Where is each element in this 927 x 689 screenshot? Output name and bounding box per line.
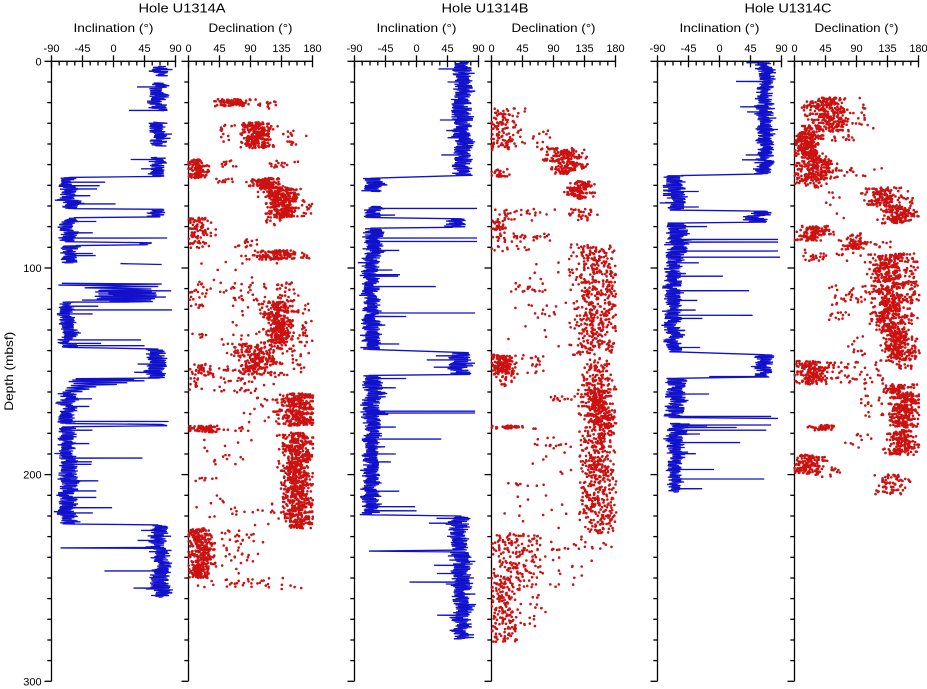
svg-text:0: 0 [791,43,797,55]
svg-text:135: 135 [878,43,896,55]
svg-text:45: 45 [516,43,528,55]
svg-text:180: 180 [606,43,624,55]
svg-text:0: 0 [185,43,191,55]
svg-text:0: 0 [716,43,722,55]
svg-text:0: 0 [35,56,41,68]
svg-text:45: 45 [138,43,150,55]
svg-text:0: 0 [488,43,494,55]
svg-text:90: 90 [169,43,181,55]
svg-text:90: 90 [547,43,559,55]
svg-text:-90: -90 [650,43,666,55]
svg-text:45: 45 [819,43,831,55]
svg-text:Hole U1314A: Hole U1314A [139,0,226,15]
svg-text:Inclination (°): Inclination (°) [680,21,760,35]
svg-text:45: 45 [744,43,756,55]
svg-text:Declination (°): Declination (°) [815,21,899,35]
svg-text:Inclination (°): Inclination (°) [74,21,154,35]
svg-text:Hole U1314B: Hole U1314B [442,0,529,15]
svg-text:-45: -45 [378,43,394,55]
svg-text:-45: -45 [681,43,697,55]
svg-text:135: 135 [575,43,593,55]
svg-text:0: 0 [413,43,419,55]
svg-text:300: 300 [23,676,41,688]
svg-text:135: 135 [272,43,290,55]
svg-text:0: 0 [110,43,116,55]
svg-text:90: 90 [244,43,256,55]
svg-text:-90: -90 [44,43,60,55]
svg-text:Declination (°): Declination (°) [209,21,293,35]
svg-text:Depth (mbsf): Depth (mbsf) [2,332,16,411]
svg-text:90: 90 [850,43,862,55]
svg-text:90: 90 [775,43,787,55]
svg-text:180: 180 [909,43,927,55]
svg-text:200: 200 [23,470,41,482]
svg-text:Inclination (°): Inclination (°) [377,21,457,35]
svg-text:45: 45 [441,43,453,55]
svg-text:45: 45 [213,43,225,55]
svg-text:100: 100 [23,263,41,275]
svg-text:-90: -90 [347,43,363,55]
svg-text:180: 180 [303,43,321,55]
svg-text:-45: -45 [75,43,91,55]
svg-text:Declination (°): Declination (°) [512,21,596,35]
svg-text:90: 90 [472,43,484,55]
svg-text:Hole U1314C: Hole U1314C [745,0,832,15]
